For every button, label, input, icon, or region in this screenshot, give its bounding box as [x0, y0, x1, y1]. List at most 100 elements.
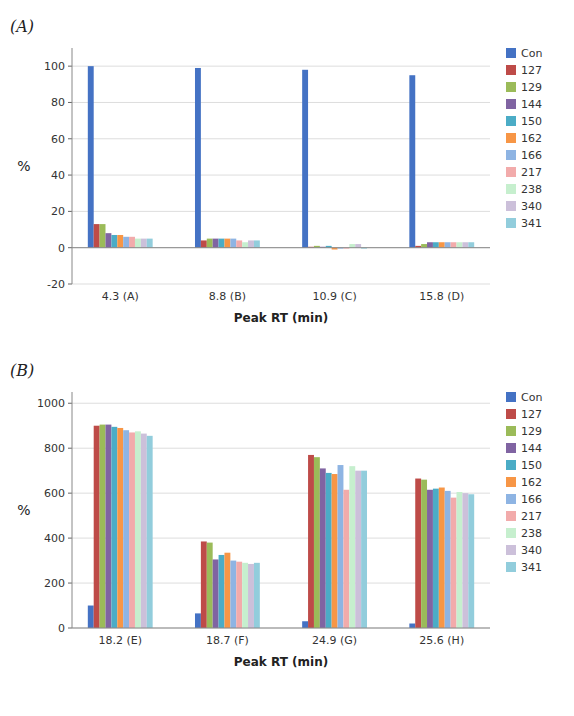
bar [236, 562, 242, 628]
bar [224, 239, 230, 248]
legend-swatch [506, 48, 516, 58]
grid-line [72, 284, 490, 285]
chart: -200204060801004.3 (A)8.8 (B)10.9 (C)15.… [0, 0, 574, 716]
legend-swatch [506, 150, 516, 160]
legend-swatch [506, 133, 516, 143]
bar [195, 613, 201, 628]
grid-line [72, 628, 490, 629]
legend-label: 166 [521, 149, 542, 162]
legend-swatch [506, 477, 516, 487]
bar [462, 242, 468, 247]
bar [111, 427, 117, 628]
x-axis-line [72, 628, 490, 629]
y-axis-label: % [17, 502, 30, 518]
bar [248, 240, 254, 247]
tick-label: 80 [51, 96, 65, 109]
bar [135, 431, 141, 628]
category-label: 24.9 (G) [312, 634, 357, 647]
bar [219, 239, 225, 248]
legend-label: 150 [521, 115, 542, 128]
bar [135, 239, 141, 248]
bar [457, 492, 463, 628]
y-axis-label: % [17, 158, 30, 174]
bar [88, 66, 94, 248]
bar [302, 70, 308, 248]
legend-label: 150 [521, 459, 542, 472]
bars [88, 66, 474, 249]
panel-title: (A) [10, 17, 34, 36]
legend-swatch [506, 511, 516, 521]
legend-swatch [506, 201, 516, 211]
tick-mark [68, 448, 72, 449]
legend-swatch [506, 99, 516, 109]
bar [355, 244, 361, 248]
legend-label: 341 [521, 217, 542, 230]
bar [439, 488, 445, 628]
bar [349, 244, 355, 248]
bar [361, 471, 367, 628]
bar [451, 498, 457, 628]
x-axis-label: Peak RT (min) [234, 311, 328, 325]
tick-label: 20 [51, 205, 65, 218]
tick-mark [68, 538, 72, 539]
tick-mark [68, 102, 72, 103]
bar [451, 242, 457, 247]
tick-label: -20 [47, 278, 65, 291]
legend-label: 340 [521, 544, 542, 557]
bar [409, 624, 415, 628]
bar [111, 235, 117, 248]
legend-label: 217 [521, 166, 542, 179]
tick-label: 0 [58, 242, 65, 255]
category-label: 8.8 (B) [209, 290, 246, 303]
tick-mark [68, 138, 72, 139]
tick-label: 60 [51, 133, 65, 146]
bar [326, 473, 332, 628]
panel: 0200400600800100018.2 (E)18.7 (F)24.9 (G… [10, 361, 542, 669]
bar [213, 239, 219, 248]
legend-label: 217 [521, 510, 542, 523]
grid-line [72, 66, 490, 67]
bar [343, 490, 349, 628]
legend: Con127129144150162166217238340341 [506, 391, 542, 574]
legend-label: 144 [521, 98, 542, 111]
bar [213, 559, 219, 628]
legend-swatch [506, 392, 516, 402]
legend-swatch [506, 562, 516, 572]
legend-label: 127 [521, 408, 542, 421]
legend-swatch [506, 545, 516, 555]
bar [445, 242, 451, 247]
bar [415, 479, 421, 628]
bar [88, 606, 94, 628]
bar [141, 434, 147, 628]
legend-swatch [506, 528, 516, 538]
bar [117, 235, 123, 248]
tick-label: 600 [44, 487, 65, 500]
bar [236, 240, 242, 247]
legend-label: 166 [521, 493, 542, 506]
bar [195, 68, 201, 248]
grid-line [72, 175, 490, 176]
bar [421, 480, 427, 628]
page: {"chart_data": [ {"type": "bar", "title"… [0, 0, 574, 716]
tick-mark [68, 493, 72, 494]
tick-label: 0 [58, 622, 65, 635]
bar [338, 465, 344, 628]
tick-label: 200 [44, 577, 65, 590]
bar [433, 242, 439, 247]
legend-label: Con [521, 47, 542, 60]
bar [117, 428, 123, 628]
bar [427, 242, 433, 247]
tick-label: 100 [44, 60, 65, 73]
bar [468, 494, 474, 628]
legend-label: 238 [521, 527, 542, 540]
legend-label: 238 [521, 183, 542, 196]
bar [468, 242, 474, 247]
legend-swatch [506, 218, 516, 228]
legend-label: 127 [521, 64, 542, 77]
bar [308, 455, 314, 628]
category-label: 15.8 (D) [419, 290, 464, 303]
bar [201, 541, 207, 628]
legend-swatch [506, 65, 516, 75]
legend-swatch [506, 82, 516, 92]
bar [349, 466, 355, 628]
